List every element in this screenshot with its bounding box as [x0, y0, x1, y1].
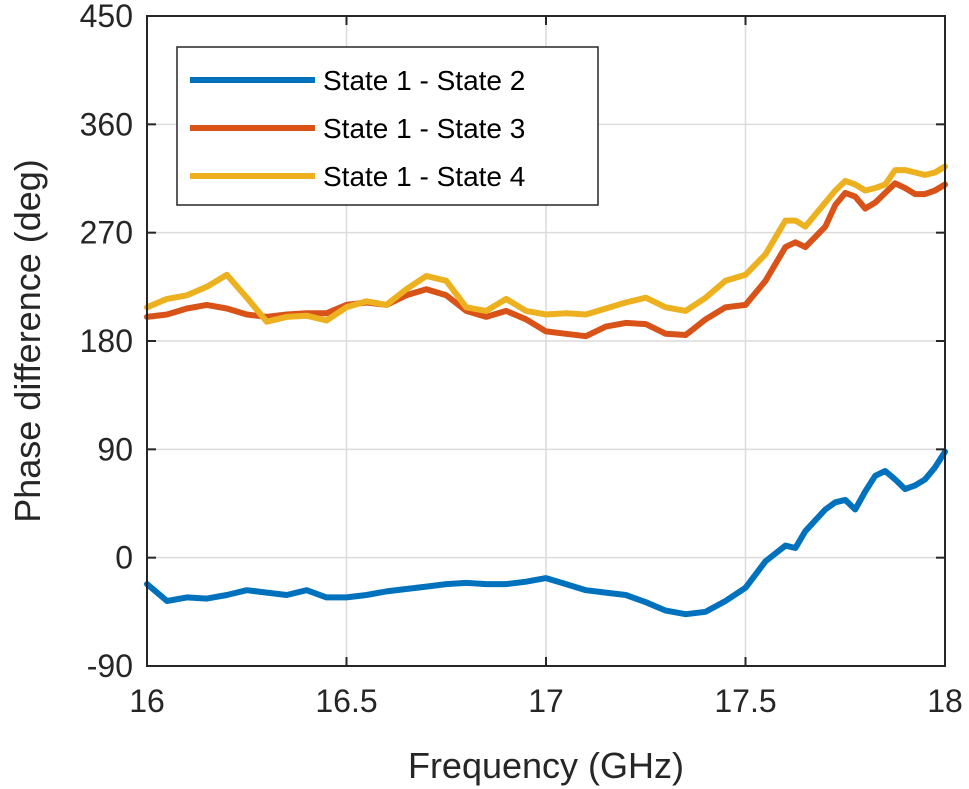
y-tick-label: -90 [87, 648, 133, 684]
legend-items: State 1 - State 2 State 1 - State 3 State … [190, 65, 525, 192]
x-tick-labels: 16 16.5 17 17.5 18 [129, 683, 963, 719]
x-axis-label: Frequency (GHz) [408, 745, 684, 786]
y-tick-label: 450 [80, 0, 133, 34]
y-tick-label: 0 [115, 540, 133, 576]
y-axis-label: Phase difference (deg) [7, 159, 48, 523]
axis-ticks [146, 15, 946, 667]
x-tick-label: 16 [129, 683, 165, 719]
legend-label-2: State 1 - State 3 [323, 113, 525, 144]
series-group [144, 163, 948, 618]
x-tick-label: 17.5 [714, 683, 776, 719]
y-tick-label: 180 [80, 323, 133, 359]
y-tick-labels: -90 0 90 180 270 360 450 [80, 0, 133, 684]
x-tick-label: 16.5 [315, 683, 377, 719]
y-tick-label: 270 [80, 215, 133, 251]
x-tick-label: 18 [927, 683, 963, 719]
legend: State 1 - State 2 State 1 - State 3 State … [176, 46, 599, 206]
legend-label-3: State 1 - State 4 [323, 161, 525, 192]
series-line-1 [144, 448, 948, 618]
x-tick-label: 17 [528, 683, 564, 719]
y-tick-label: 360 [80, 106, 133, 142]
y-tick-label: 90 [97, 431, 133, 467]
series-line-3 [144, 163, 948, 325]
legend-label-1: State 1 - State 2 [323, 65, 525, 96]
